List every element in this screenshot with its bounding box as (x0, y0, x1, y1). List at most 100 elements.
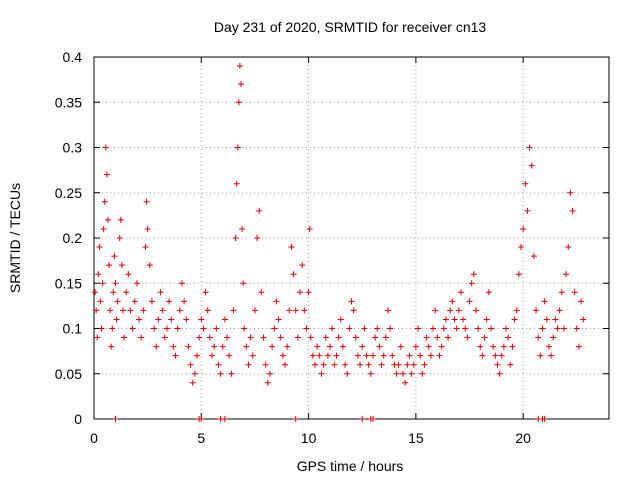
data-point (113, 316, 120, 323)
data-point (129, 325, 136, 332)
data-point (275, 316, 282, 323)
data-point (329, 325, 336, 332)
data-point (161, 334, 168, 341)
data-point (142, 244, 149, 251)
data-point (440, 325, 447, 332)
data-point (98, 325, 105, 332)
data-point (404, 361, 411, 368)
data-point (359, 343, 366, 350)
data-point (125, 271, 132, 278)
data-point (513, 307, 520, 314)
data-point (159, 307, 166, 314)
data-point (369, 352, 376, 359)
data-point (151, 325, 158, 332)
data-point (352, 334, 359, 341)
data-point (148, 298, 155, 305)
data-point (245, 361, 252, 368)
data-point (249, 352, 256, 359)
data-point (228, 370, 235, 377)
data-point (243, 343, 250, 350)
data-point (550, 334, 557, 341)
data-point (236, 63, 243, 70)
data-point (221, 416, 228, 422)
data-point (198, 416, 205, 422)
data-point (211, 343, 218, 350)
data-point (314, 343, 321, 350)
data-point (266, 370, 273, 377)
data-point (292, 416, 299, 422)
data-point (382, 334, 389, 341)
data-point (354, 352, 361, 359)
data-point (481, 334, 488, 341)
data-point (299, 262, 306, 269)
data-point (468, 280, 475, 287)
data-point (432, 307, 439, 314)
data-point (281, 361, 288, 368)
data-point (143, 198, 150, 205)
data-point (112, 280, 119, 287)
y-tick-label: 0.05 (55, 366, 82, 382)
data-point (178, 280, 185, 287)
data-point (320, 361, 327, 368)
data-point (168, 316, 175, 323)
data-point (552, 316, 559, 323)
data-point (92, 289, 99, 296)
data-point (277, 334, 284, 341)
data-point (410, 361, 417, 368)
data-point (226, 352, 233, 359)
data-point (528, 162, 535, 169)
data-point (460, 316, 467, 323)
y-tick-label: 0.15 (55, 275, 82, 291)
data-point (339, 343, 346, 350)
x-tick-label: 0 (90, 430, 98, 446)
data-point (258, 289, 265, 296)
data-point (442, 316, 449, 323)
data-point (485, 289, 492, 296)
data-point (166, 298, 173, 305)
data-point (234, 144, 241, 151)
data-point (558, 289, 565, 296)
data-point (185, 343, 192, 350)
data-point (565, 244, 572, 251)
data-point (269, 343, 276, 350)
data-point (294, 334, 301, 341)
data-point (206, 334, 213, 341)
y-tick-label: 0.4 (63, 49, 83, 65)
x-axis-label: GPS time / hours (297, 458, 404, 474)
data-point (563, 271, 570, 278)
data-point (109, 325, 116, 332)
data-point (436, 352, 443, 359)
data-point (427, 352, 434, 359)
data-point (419, 370, 426, 377)
data-point (522, 180, 529, 187)
data-point (365, 361, 372, 368)
data-point (241, 325, 248, 332)
data-point (286, 307, 293, 314)
data-point (575, 343, 582, 350)
data-point (133, 280, 140, 287)
data-point (511, 316, 518, 323)
data-point (303, 325, 310, 332)
data-point (316, 352, 323, 359)
data-point (526, 144, 533, 151)
data-point (138, 334, 145, 341)
data-point (472, 307, 479, 314)
data-point (183, 316, 190, 323)
data-point (490, 343, 497, 350)
data-point (376, 343, 383, 350)
data-point (301, 307, 308, 314)
data-point (421, 361, 428, 368)
data-point (507, 361, 514, 368)
x-tick-label: 10 (301, 430, 317, 446)
data-point (288, 244, 295, 251)
data-point (494, 361, 501, 368)
data-point (123, 289, 130, 296)
data-point (554, 325, 561, 332)
data-point (434, 334, 441, 341)
data-point (342, 361, 349, 368)
data-point (136, 316, 143, 323)
data-point (146, 262, 153, 269)
x-tick-label: 15 (408, 430, 424, 446)
data-point (93, 307, 100, 314)
data-point (196, 334, 203, 341)
